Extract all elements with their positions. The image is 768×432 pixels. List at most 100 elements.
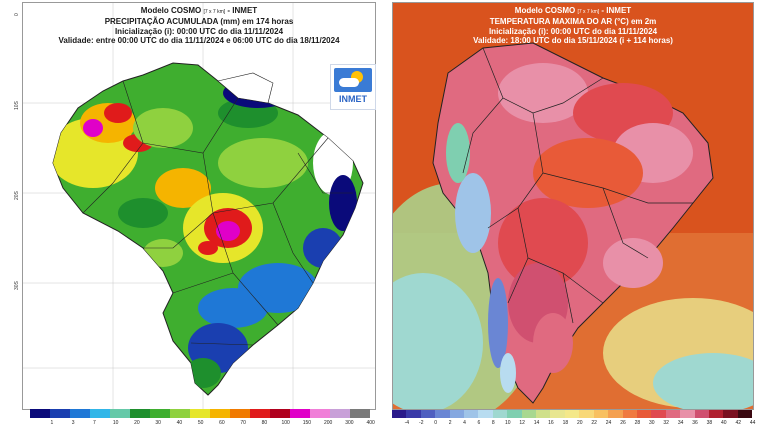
temp-colorbar-cell <box>694 410 709 418</box>
precip-colorbar-label: 10 <box>112 420 119 426</box>
init-time: Inicialização (i): 00:00 UTC do dia 11/1… <box>114 26 284 36</box>
temp-colorbar-cell <box>435 410 450 418</box>
logo-text: INMET <box>339 94 367 104</box>
temp-colorbar-label: 32 <box>663 420 669 426</box>
temp-colorbar-cell <box>593 410 609 418</box>
temperature-patches <box>446 63 693 393</box>
model-name: Modelo COSMO <box>514 6 576 15</box>
north-coast-area <box>217 72 274 104</box>
temp-colorbar-cell <box>521 410 537 418</box>
temp-colorbar-cell <box>507 410 522 418</box>
validity-time: Validade: entre 00:00 UTC do dia 11/11/2… <box>58 36 340 45</box>
precipitation-blobs <box>53 78 357 388</box>
precip-colorbar-label: 70 <box>240 420 246 426</box>
state-borders <box>82 80 353 346</box>
precip-colorbar-label: 3 <box>71 420 75 426</box>
model-resolution: [7 x 7 km] <box>577 9 600 15</box>
precip-colorbar-cell <box>210 409 230 418</box>
precip-colorbar-label: 100 <box>281 420 290 426</box>
precip-colorbar-cell <box>350 409 370 418</box>
init-time: Inicialização (i): 00:00 UTC do dia 11/1… <box>488 26 658 36</box>
temperature-map[interactable] <box>393 3 753 409</box>
country-borders <box>462 47 693 324</box>
model-title: Modelo COSMO [7 x 7 km] - INMET <box>23 6 375 17</box>
precip-colorbar-cell <box>270 409 290 418</box>
precip-colorbar-cell <box>50 409 70 418</box>
cloud-icon <box>339 78 359 87</box>
temp-colorbar-cell <box>723 410 738 418</box>
precip-colorbar-cell <box>290 409 310 418</box>
temp-colorbar-label: 20 <box>576 420 583 426</box>
precip-colorbar-cell <box>110 409 130 418</box>
temp-colorbar-label: 12 <box>519 420 525 426</box>
temp-colorbar-label: 26 <box>620 420 626 426</box>
precip-colorbar-cell <box>130 409 150 418</box>
temp-colorbar-label: 18 <box>562 420 569 426</box>
temp-colorbar-cell <box>680 410 695 418</box>
precip-colorbar-cell <box>70 409 90 418</box>
temperature-colorbar <box>392 410 753 418</box>
temperature-colorbar-labels: -4 -2 0 2 4 6 8 10 12 14 16 18 20 22 24 26 28 30 32 34 36 38 4… <box>392 420 760 426</box>
product-title: TEMPERATURA MAXIMA DO AR (°C) em 2m <box>489 17 657 26</box>
precip-colorbar-label: 60 <box>219 420 225 426</box>
precip-colorbar-label: 80 <box>261 420 268 426</box>
temp-colorbar-label: -2 <box>419 420 424 426</box>
south-atlantic-cold <box>653 353 753 409</box>
temp-colorbar-cell <box>708 410 724 418</box>
precip-colorbar-cell <box>250 409 270 418</box>
temp-colorbar-label: 42 <box>735 420 741 426</box>
temperature-header: Modelo COSMO [7 x 7 km] - INMET TEMPERAT… <box>393 6 753 46</box>
temp-colorbar-label: 0 <box>434 420 438 426</box>
temp-colorbar-label: 4 <box>463 420 466 426</box>
precip-colorbar-label: 50 <box>197 420 204 426</box>
temp-colorbar-label: 6 <box>477 420 481 426</box>
precip-colorbar-label: 400 <box>366 420 375 426</box>
temp-colorbar-label: 40 <box>721 420 727 426</box>
precip-colorbar-cell <box>190 409 210 418</box>
temp-colorbar-label: 24 <box>605 420 612 426</box>
temp-colorbar-cell <box>464 410 479 418</box>
lat-tick-30s: 30S <box>14 281 20 290</box>
temp-colorbar-cell <box>449 410 465 418</box>
precip-colorbar-label: 40 <box>176 420 183 426</box>
temp-colorbar-label: 2 <box>448 420 452 426</box>
precip-colorbar-label: 30 <box>155 420 161 426</box>
temp-colorbar-cell <box>406 410 421 418</box>
temp-colorbar-label: 38 <box>706 420 713 426</box>
precip-colorbar-cell <box>330 409 350 418</box>
temp-colorbar-cell <box>564 410 580 418</box>
temp-colorbar-cell <box>665 410 681 418</box>
precip-colorbar-cell <box>310 409 330 418</box>
temp-colorbar-cell <box>492 410 508 418</box>
temp-colorbar-cell <box>608 410 623 418</box>
validity-time: Validade: 18:00 UTC do dia 15/11/2024 (i… <box>473 36 673 45</box>
precip-colorbar-label: 150 <box>302 420 312 426</box>
precipitation-colorbar <box>30 409 370 418</box>
model-title: Modelo COSMO [7 x 7 km] - INMET <box>393 6 753 17</box>
precipitation-header: Modelo COSMO [7 x 7 km] - INMET PRECIPIT… <box>23 6 375 46</box>
precipitation-map-frame: Modelo COSMO [7 x 7 km] - INMET PRECIPIT… <box>22 2 376 410</box>
temp-colorbar-cell <box>550 410 565 418</box>
pacific-cold <box>393 273 483 409</box>
precip-colorbar-cell <box>150 409 170 418</box>
model-agency: - INMET <box>601 6 632 15</box>
temp-colorbar-label: 28 <box>634 420 641 426</box>
temp-colorbar-label: 16 <box>548 420 554 426</box>
precipitation-map[interactable] <box>23 3 375 409</box>
temp-colorbar-cell <box>737 410 753 418</box>
precip-colorbar-cell <box>170 409 190 418</box>
precip-colorbar-cell <box>30 409 50 418</box>
inmet-logo: INMET <box>330 64 376 110</box>
temp-colorbar-label: 10 <box>504 420 511 426</box>
temp-colorbar-cell <box>579 410 594 418</box>
precip-colorbar-label: 7 <box>93 420 96 426</box>
temperature-map-frame: Modelo COSMO [7 x 7 km] - INMET TEMPERAT… <box>392 2 754 410</box>
lat-tick-0: 0 <box>14 13 20 16</box>
temp-colorbar-label: 36 <box>692 420 698 426</box>
precip-colorbar-label: 1 <box>50 420 54 426</box>
temp-colorbar-label: -4 <box>404 420 410 426</box>
precipitation-colorbar-labels: 1 3 7 10 20 30 40 50 60 70 80 100 150 200 300 400 <box>30 420 381 426</box>
temp-colorbar-cell <box>651 410 666 418</box>
precip-colorbar-label: 200 <box>323 420 333 426</box>
precip-colorbar-cell <box>230 409 250 418</box>
